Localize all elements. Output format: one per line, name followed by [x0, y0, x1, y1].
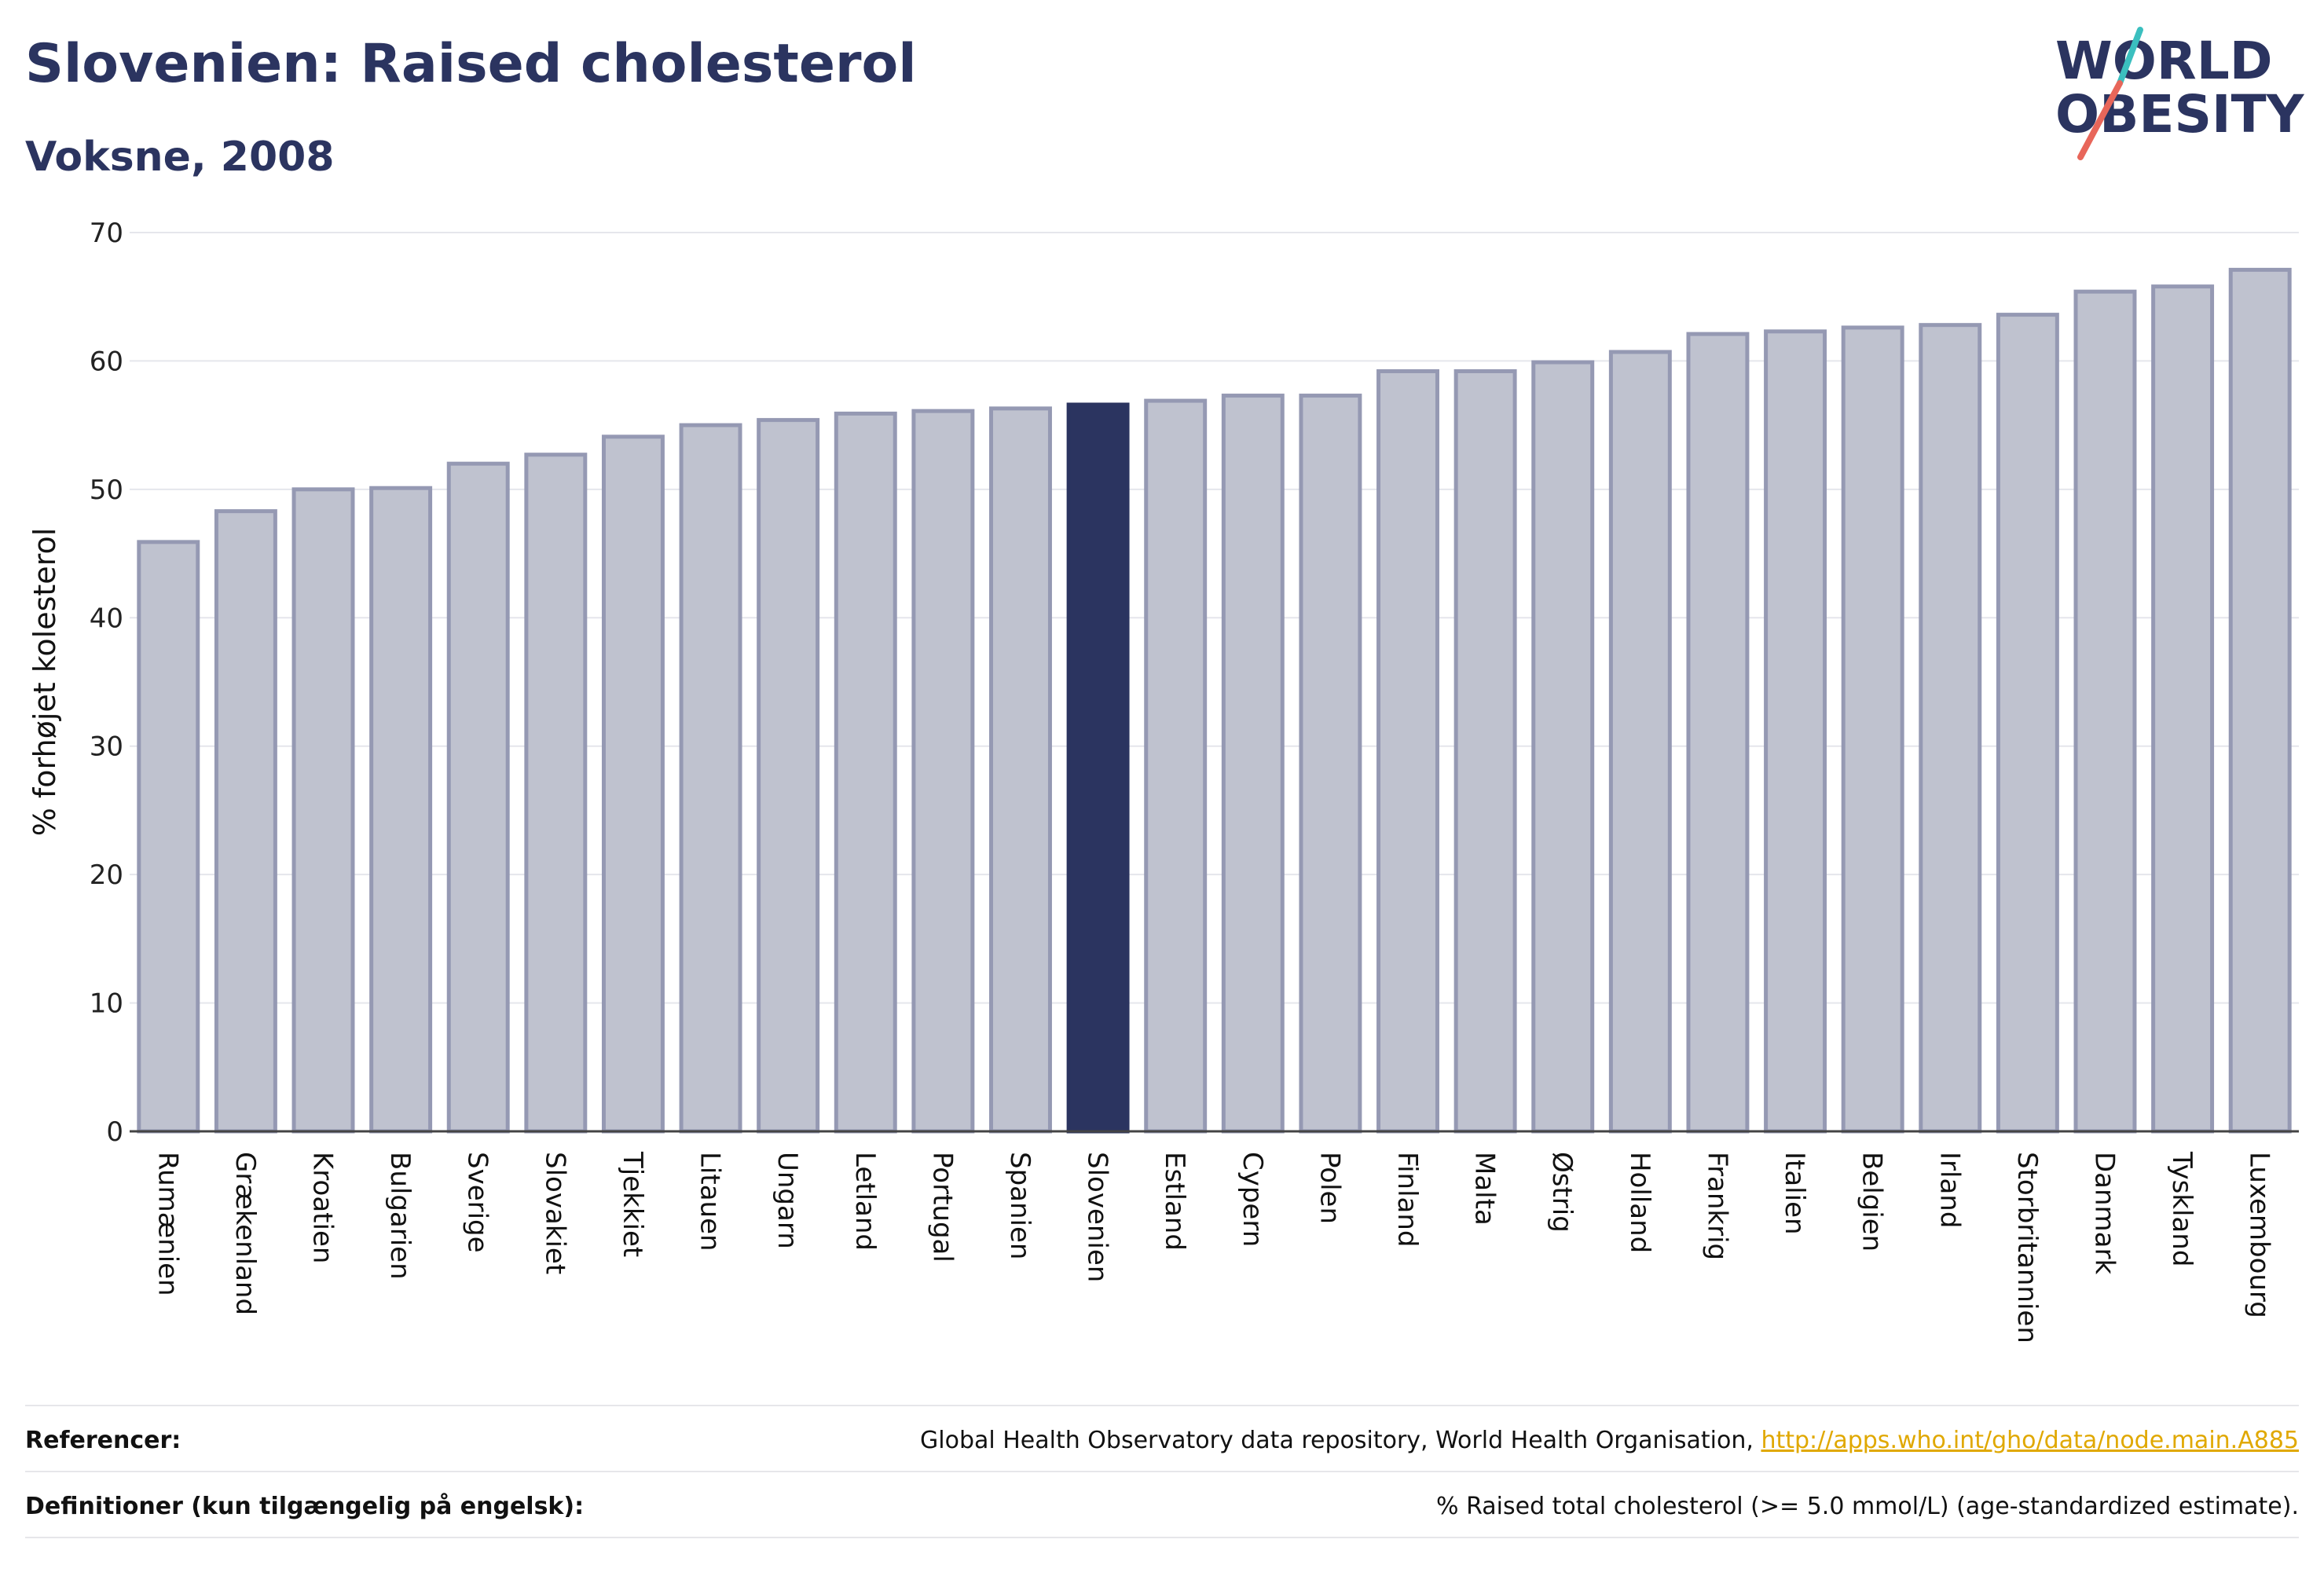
logo-slash-coral [2077, 80, 2123, 160]
bar-bulgarien [369, 486, 433, 1134]
bar-italien [1764, 329, 1827, 1134]
bar-belgien [1841, 325, 1904, 1134]
bar-ungarn [757, 418, 820, 1134]
bar-cypern [1221, 394, 1285, 1134]
x-axis-labels: Rumænien Grækenland Kroatien Bulgarien Sveri… [152, 1151, 2275, 1343]
bar-rumænien [137, 540, 200, 1134]
y-tick-label: 70 [90, 218, 123, 249]
bars [137, 267, 2292, 1134]
bar-chart: 0 10 20 30 40 50 60 70 Rumænien Grækenland Kroati… [27, 218, 2299, 1343]
footer-divider-top [25, 1405, 2299, 1406]
x-tick-label: Storbritannien [2011, 1152, 2043, 1343]
bar-storbritannien [1996, 313, 2059, 1134]
x-tick-label: Sverige [462, 1152, 493, 1253]
x-tick-label: Grækenland [229, 1152, 261, 1315]
x-tick-label: Irland [1934, 1152, 1965, 1228]
bar-grækenland [214, 509, 277, 1134]
x-tick-label: Portugal [926, 1152, 958, 1263]
y-tick-label: 30 [90, 731, 123, 763]
bar-finland [1376, 369, 1439, 1134]
y-tick-label: 60 [90, 346, 123, 377]
bar-østrig [1531, 360, 1595, 1134]
x-tick-label: Litauen [695, 1152, 726, 1252]
bar-holland [1608, 350, 1672, 1134]
y-tick-label: 40 [90, 603, 123, 634]
x-tick-label: Østrig [1546, 1152, 1578, 1233]
footer-definitions: Definitioner (kun tilgængelig på engelsk… [25, 1474, 2299, 1538]
chart-title: Slovenien: Raised cholesterol [25, 33, 917, 95]
bar-malta [1453, 369, 1517, 1134]
x-tick-label: Tyskland [2166, 1151, 2198, 1266]
bar-portugal [911, 409, 975, 1134]
x-tick-label: Spanien [1004, 1152, 1036, 1259]
x-tick-label: Danmark [2088, 1152, 2120, 1274]
x-tick-label: Frankrig [1701, 1152, 1732, 1260]
x-tick-label: Malta [1469, 1152, 1501, 1226]
bar-letland [834, 411, 897, 1134]
definitions-label: Definitioner (kun tilgængelig på engelsk… [25, 1492, 585, 1520]
footer-divider-bottom [25, 1537, 2299, 1538]
x-tick-label: Belgien [1857, 1152, 1888, 1252]
y-tick-label: 10 [90, 988, 123, 1020]
bar-danmark [2073, 289, 2137, 1134]
world-obesity-logo: WORLD OBESITY [2055, 27, 2305, 160]
bar-polen [1299, 394, 1362, 1134]
x-tick-label: Rumænien [152, 1152, 183, 1296]
x-tick-label: Slovakiet [539, 1152, 570, 1274]
footer-references: Referencer: Global Health Observatory da… [25, 1408, 2299, 1472]
x-tick-label: Luxembourg [2244, 1152, 2275, 1318]
x-tick-label: Kroatien [307, 1152, 339, 1263]
x-tick-label: Estland [1159, 1152, 1190, 1251]
logo-line1: WORLD [2055, 31, 2273, 91]
bar-tyskland [2151, 284, 2215, 1134]
bar-tjekkiet [601, 434, 665, 1134]
y-tick-label: 20 [90, 859, 123, 891]
bar-kroatien [291, 487, 355, 1134]
references-value: Global Health Observatory data repositor… [920, 1427, 2299, 1454]
bar-slovakiet [524, 453, 588, 1134]
bar-sverige [446, 461, 510, 1134]
y-axis-ticks: 0 10 20 30 40 50 60 70 [90, 218, 123, 1148]
x-tick-label: Finland [1391, 1152, 1423, 1248]
x-tick-label: Holland [1624, 1152, 1655, 1253]
y-tick-label: 50 [90, 475, 123, 506]
chart-subtitle: Voksne, 2008 [25, 134, 335, 181]
references-text: Global Health Observatory data repositor… [920, 1426, 1761, 1454]
bar-luxembourg [2228, 267, 2292, 1134]
bar-estland [1144, 398, 1208, 1134]
x-tick-label: Tjekkiet [617, 1151, 648, 1257]
y-axis-label: % forhøjet kolesterol [27, 528, 62, 837]
x-tick-label: Cypern [1237, 1152, 1268, 1247]
x-tick-label: Ungarn [772, 1152, 803, 1249]
x-tick-label: Italien [1779, 1152, 1810, 1235]
references-label: Referencer: [25, 1426, 181, 1454]
y-tick-label: 0 [106, 1116, 123, 1148]
x-tick-label: Polen [1314, 1152, 1345, 1224]
bar-litauen [679, 423, 742, 1134]
references-link[interactable]: http://apps.who.int/gho/data/node.main.A… [1761, 1426, 2299, 1454]
x-tick-label: Bulgarien [384, 1152, 416, 1280]
bar-frankrig [1686, 332, 1750, 1134]
x-tick-label: Letland [849, 1152, 881, 1251]
logo-line2: OBESITY [2055, 84, 2305, 145]
bar-irland [1919, 323, 1982, 1134]
definitions-value: % Raised total cholesterol (>= 5.0 mmol/… [1436, 1492, 2299, 1520]
footer-divider-mid [25, 1471, 2299, 1472]
bar-spanien [989, 406, 1052, 1134]
bar-slovenien [1066, 402, 1130, 1134]
x-tick-label: Slovenien [1082, 1152, 1113, 1282]
logo-slash-teal [2117, 27, 2143, 86]
